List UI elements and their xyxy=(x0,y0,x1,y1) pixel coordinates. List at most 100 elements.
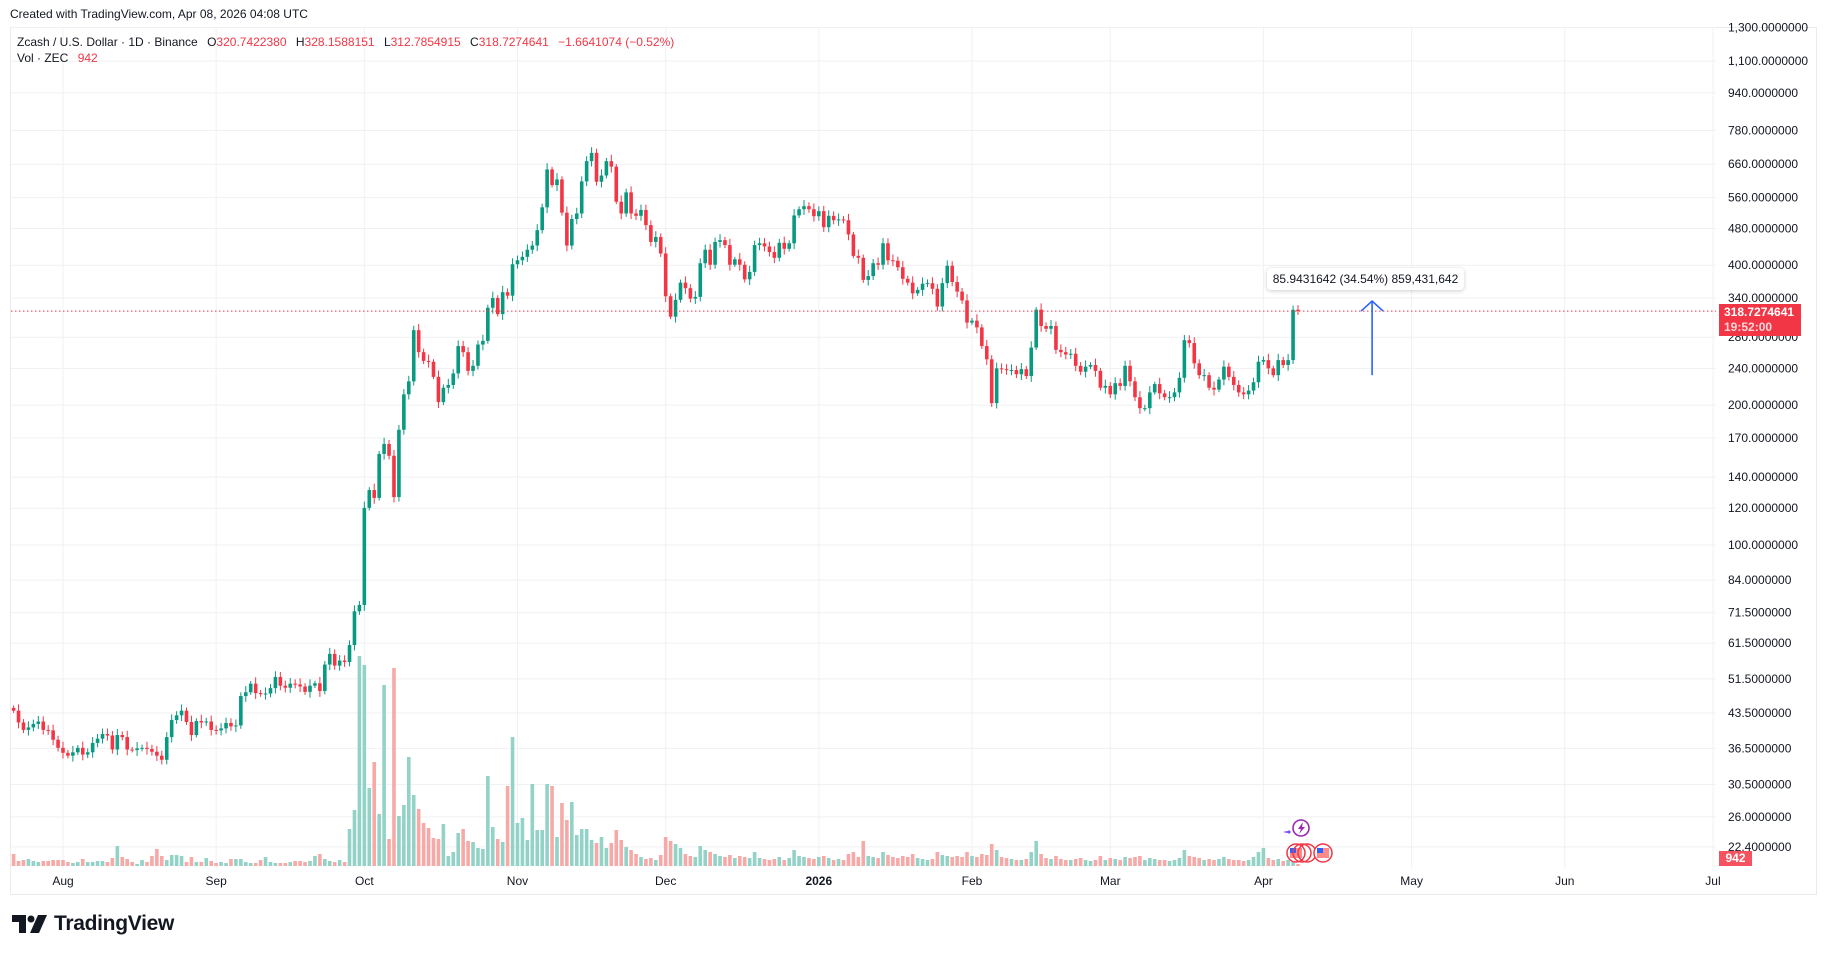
us-flag-event-icons[interactable] xyxy=(1286,843,1333,863)
volume-bar xyxy=(234,859,238,866)
time-axis[interactable]: Aug Sep Oct Nov Dec 2026 Feb Mar Apr May Jun Jul xyxy=(52,874,1720,888)
volume-bar xyxy=(658,855,663,866)
candle-body xyxy=(431,361,436,377)
candle-body xyxy=(416,330,421,353)
price-axis[interactable]: 1,300.0000000 1,100.0000000 940.0000000 780… xyxy=(1728,20,1808,854)
candle-body xyxy=(945,265,950,284)
candle-body xyxy=(313,683,317,686)
volume-bar xyxy=(960,857,964,866)
candle xyxy=(372,483,377,504)
candle-body xyxy=(263,693,268,695)
candle xyxy=(184,707,189,725)
candle xyxy=(411,325,416,386)
price-tick-label: 120.0000000 xyxy=(1728,501,1798,515)
candle-body xyxy=(649,225,653,242)
symbol-title[interactable]: Zcash / U.S. Dollar · 1D · Binance xyxy=(17,35,198,49)
candle-body xyxy=(1291,309,1295,361)
volume-bar xyxy=(1271,860,1276,866)
candle xyxy=(234,719,238,732)
candle-body xyxy=(767,246,772,253)
candle-body xyxy=(915,289,920,294)
events-icons[interactable] xyxy=(1283,819,1333,863)
candle xyxy=(594,148,599,186)
candle xyxy=(1064,346,1068,360)
volume-pane xyxy=(11,656,1300,866)
volume-bar xyxy=(1108,858,1113,866)
candle-body xyxy=(446,384,451,388)
candle xyxy=(1054,321,1058,355)
time-tick-label: Nov xyxy=(507,874,528,888)
volume-bar xyxy=(955,856,959,866)
candle xyxy=(747,265,752,285)
candle-body xyxy=(332,653,337,666)
volume-legend-row: Vol · ZEC 942 xyxy=(17,50,674,66)
candle xyxy=(940,277,945,312)
candle-body xyxy=(367,490,372,508)
price-tick-label: 400.0000000 xyxy=(1728,258,1798,272)
volume-bar xyxy=(41,861,46,866)
time-tick-label: 2026 xyxy=(805,874,832,888)
time-tick-label: Aug xyxy=(52,874,73,888)
volume-bar xyxy=(925,860,930,866)
candle-body xyxy=(323,664,327,692)
candle-body xyxy=(1202,375,1206,377)
candle-body xyxy=(579,181,584,214)
candle xyxy=(1246,385,1251,400)
candle xyxy=(644,204,648,231)
candle-body xyxy=(787,243,791,249)
candle xyxy=(278,672,283,691)
candle xyxy=(436,370,441,408)
candle-body xyxy=(1217,379,1221,390)
lightning-event-icon[interactable] xyxy=(1283,819,1310,837)
candle-body xyxy=(204,721,209,723)
candle xyxy=(525,244,530,262)
candle-body xyxy=(817,211,821,217)
candle xyxy=(155,746,159,761)
volume-bar xyxy=(105,862,110,866)
candle xyxy=(1049,320,1053,335)
candle xyxy=(777,238,782,262)
volume-bar xyxy=(940,855,945,866)
candle xyxy=(1004,364,1009,375)
candle-body xyxy=(1192,343,1197,364)
tradingview-logo[interactable]: TradingView xyxy=(12,912,174,936)
volume-bar xyxy=(915,858,920,866)
volume-label[interactable]: Vol · ZEC xyxy=(17,51,69,65)
candle xyxy=(560,176,564,216)
volume-bar xyxy=(901,856,905,866)
volume-bar xyxy=(461,829,465,866)
candle xyxy=(1138,391,1142,414)
candle-body xyxy=(831,215,836,221)
candle-body xyxy=(51,730,55,740)
candle-body xyxy=(421,352,426,361)
candle-body xyxy=(362,507,367,605)
candle-body xyxy=(318,683,322,692)
candle xyxy=(1227,362,1231,381)
volume-bar xyxy=(1261,848,1266,866)
volume-bar xyxy=(1034,841,1038,866)
candle-body xyxy=(989,359,994,404)
candle-body xyxy=(46,729,50,731)
candle xyxy=(950,261,954,287)
volume-bar xyxy=(318,854,322,866)
volume-bar xyxy=(1207,859,1211,866)
candle-body xyxy=(723,240,727,246)
measure-arrow[interactable] xyxy=(1360,299,1384,376)
candle xyxy=(792,209,796,250)
candle xyxy=(120,731,125,741)
volume-bar xyxy=(604,848,609,866)
volume-bar xyxy=(584,829,589,866)
volume-bar xyxy=(1009,859,1014,866)
candle-body xyxy=(426,360,431,362)
candle xyxy=(51,724,55,746)
candle xyxy=(66,749,70,759)
volume-bar xyxy=(90,862,95,866)
candle xyxy=(258,690,263,697)
volume-bar xyxy=(728,855,732,866)
candle xyxy=(318,676,322,697)
candle xyxy=(545,163,549,214)
candle xyxy=(357,601,362,615)
candle-body xyxy=(1068,353,1073,355)
candle xyxy=(1093,358,1098,377)
